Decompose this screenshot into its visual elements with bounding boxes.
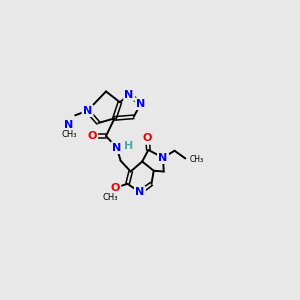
- Text: O: O: [88, 131, 97, 141]
- Text: CH₃: CH₃: [190, 155, 204, 164]
- Text: N: N: [124, 89, 134, 100]
- Text: O: O: [143, 134, 152, 143]
- Text: O: O: [111, 183, 120, 193]
- Text: N: N: [64, 119, 74, 130]
- Text: N: N: [135, 187, 145, 197]
- Text: N: N: [112, 143, 122, 153]
- Text: H: H: [124, 141, 134, 151]
- Text: N: N: [83, 106, 92, 116]
- Text: N: N: [158, 153, 168, 163]
- Text: N: N: [136, 99, 145, 109]
- Text: CH₃: CH₃: [61, 130, 77, 139]
- Text: CH₃: CH₃: [102, 193, 118, 202]
